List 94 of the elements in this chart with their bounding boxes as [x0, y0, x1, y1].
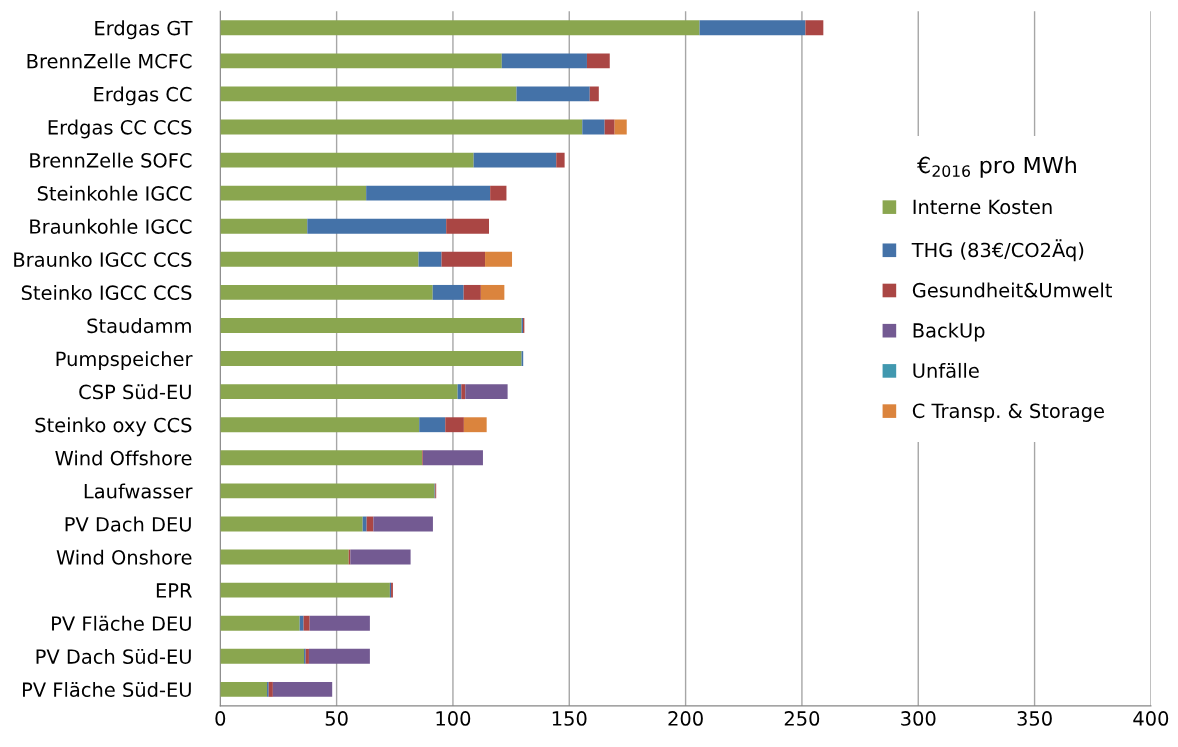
y-tick-label: Braunkohle IGCC — [30, 218, 192, 234]
bar — [220, 648, 305, 664]
y-tick-label: Steinko IGCC CCS — [21, 285, 192, 301]
y-tick-label: Steinko oxy CCS — [35, 417, 192, 437]
bar — [485, 251, 513, 267]
bar — [463, 284, 481, 300]
bar — [582, 119, 605, 135]
bar — [220, 251, 419, 267]
bar — [272, 681, 333, 697]
bar — [614, 119, 627, 135]
bar — [220, 384, 458, 400]
y-tick-label: PV Fläche Süd-EU — [23, 681, 191, 698]
bar — [307, 218, 447, 234]
y-tick-label: Wind Onshore — [56, 549, 192, 565]
bar — [220, 615, 300, 631]
bar — [220, 681, 268, 697]
y-tick-label: Wind Offshore — [55, 450, 192, 466]
bar — [220, 152, 474, 168]
y-tick-label: Erdgas CC CCS — [48, 119, 192, 139]
bar — [422, 450, 483, 466]
y-tick-label: Erdgas GT — [95, 20, 193, 40]
y-tick-label: Staudamm — [87, 318, 191, 334]
bar — [556, 152, 565, 168]
bar — [220, 218, 308, 234]
y-tick-label: EPR — [156, 583, 192, 598]
bar — [220, 417, 420, 433]
x-tick-label: 400 — [1133, 711, 1169, 726]
y-tick-label: Laufwasser — [84, 483, 193, 499]
bar — [309, 615, 370, 631]
bar — [220, 119, 583, 135]
y-tick-label: Braunko IGCC CCS — [14, 251, 192, 267]
bar — [362, 516, 367, 532]
bar — [220, 53, 502, 69]
y-tick-label: PV Dach Süd-EU — [36, 648, 191, 664]
y-tick-label: CSP Süd-EU — [79, 384, 191, 400]
bar — [366, 185, 491, 201]
bar — [350, 549, 411, 565]
bar — [473, 152, 557, 168]
bar — [419, 417, 446, 433]
bar — [220, 20, 700, 36]
y-tick-label: BrennZelle SOFC — [30, 152, 192, 168]
bar — [220, 549, 349, 565]
y-tick-label: PV Dach DEU — [65, 516, 191, 532]
bar — [805, 20, 824, 36]
legend-label: THG (83€/CO2Äq) — [911, 239, 1084, 262]
bar — [501, 53, 587, 69]
x-tick-label: 200 — [668, 711, 703, 726]
bar — [463, 417, 487, 433]
x-tick-label: 0 — [215, 711, 226, 726]
bar — [418, 251, 442, 267]
bar — [461, 384, 466, 400]
y-tick-label: Steinkohle IGCC — [37, 185, 192, 201]
x-tick-label: 250 — [784, 711, 820, 726]
bar — [604, 119, 615, 135]
bar — [445, 417, 464, 433]
bar — [303, 615, 310, 631]
bar — [589, 86, 599, 102]
legend-label: C Transp. & Storage — [912, 403, 1104, 422]
bar — [220, 351, 522, 366]
x-tick-label: 50 — [325, 711, 348, 726]
legend-title: €$_{2016}$ pro MWh — [917, 156, 1076, 178]
bar — [220, 582, 390, 598]
y-tick-label: Pumpspeicher — [56, 351, 193, 370]
bar — [220, 483, 435, 499]
bar — [432, 284, 464, 300]
bar — [220, 516, 363, 532]
bar — [441, 251, 486, 267]
bar — [699, 20, 806, 36]
x-tick-label: 100 — [436, 711, 471, 726]
bar — [516, 86, 590, 102]
bar — [220, 450, 423, 466]
bar — [299, 615, 304, 631]
bar — [465, 384, 508, 400]
y-tick-label: PV Fläche DEU — [52, 615, 191, 631]
bar — [446, 218, 489, 234]
x-tick-label: 350 — [1017, 711, 1052, 726]
bar — [373, 516, 433, 532]
y-tick-label: BrennZelle MCFC — [27, 53, 192, 69]
x-tick-label: 150 — [552, 711, 587, 726]
legend-label: Interne Kosten — [913, 199, 1052, 215]
bar — [308, 648, 370, 664]
bar — [490, 185, 507, 201]
bar — [220, 185, 367, 201]
bar — [268, 681, 273, 697]
bar — [220, 86, 517, 102]
bar — [480, 284, 505, 300]
bar — [220, 318, 522, 333]
bar — [220, 284, 433, 300]
legend-label: Unfälle — [913, 362, 979, 378]
bar — [586, 53, 610, 69]
x-tick-label: 300 — [901, 711, 936, 726]
y-tick-label: Erdgas CC — [94, 86, 192, 106]
legend-label: BackUp — [913, 322, 985, 342]
legend-label: Gesundheit&Umwelt — [912, 282, 1112, 298]
